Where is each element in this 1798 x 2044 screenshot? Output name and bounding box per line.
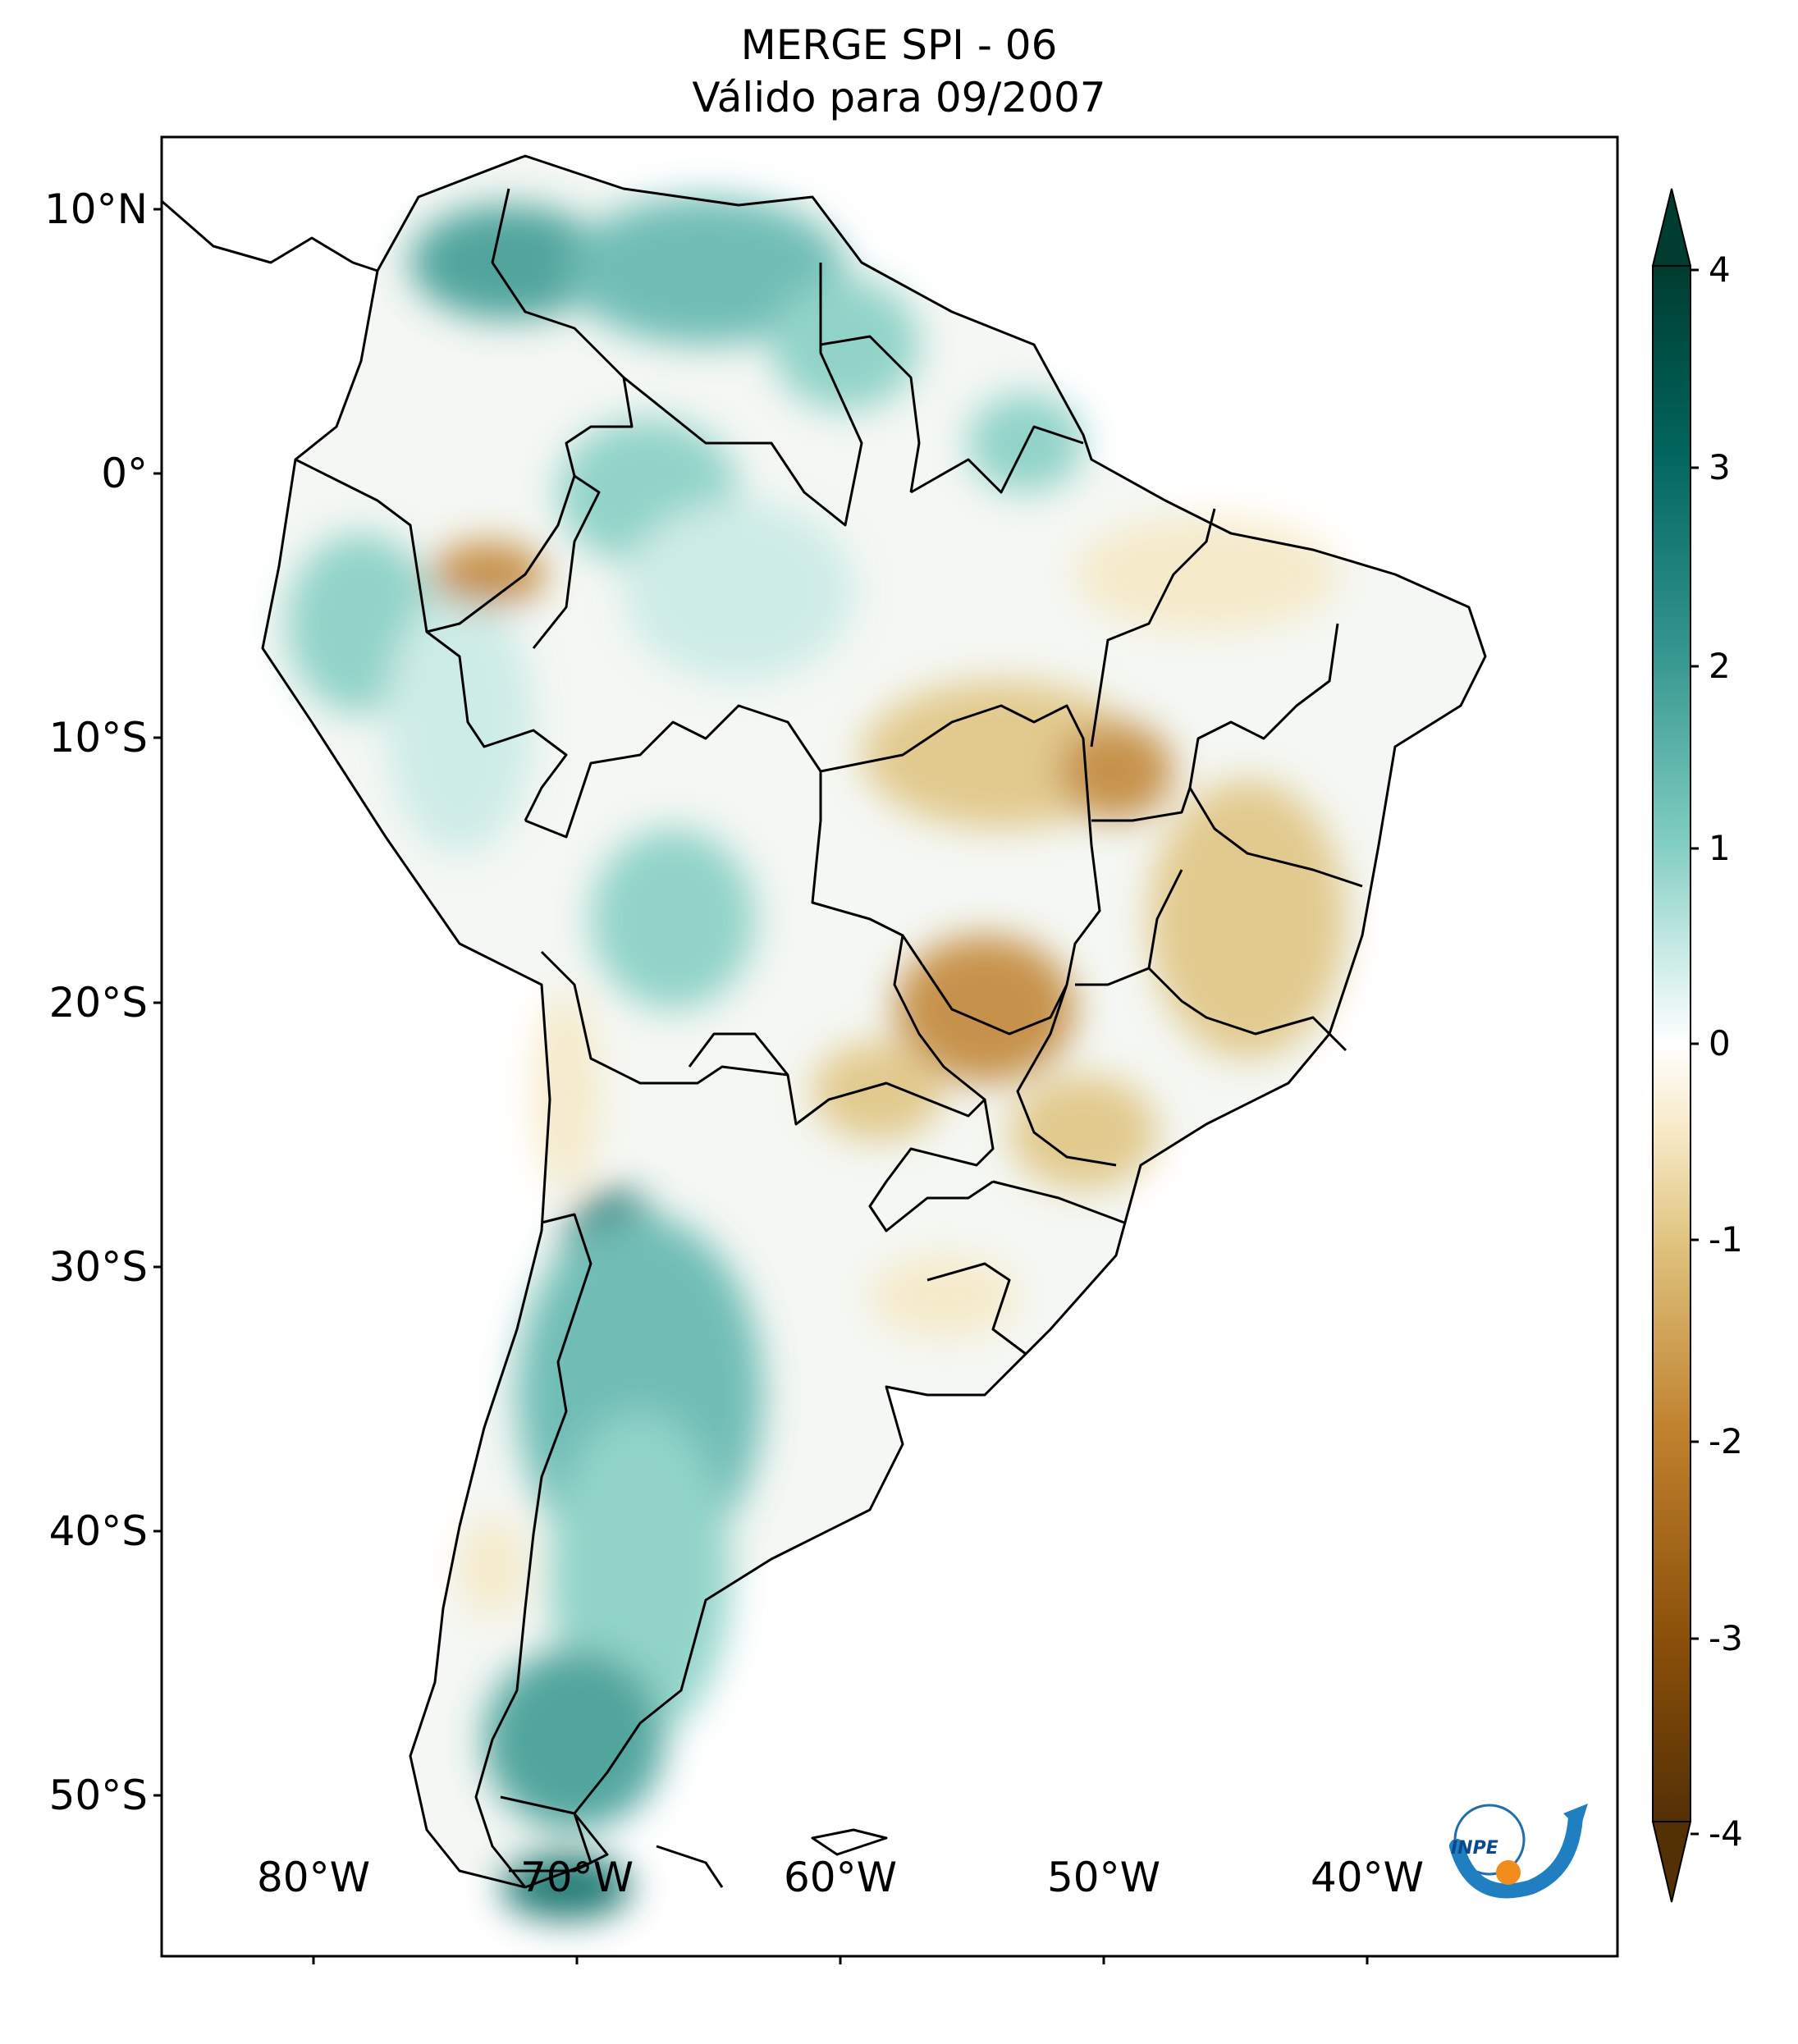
logo-text: INPE [1451, 1838, 1498, 1859]
lat-tick-label: 10°N [43, 185, 148, 233]
lon-tick-label: 40°W [1310, 1854, 1425, 1901]
colorbar-tick-label: -4 [1709, 1813, 1743, 1854]
spi-field [162, 154, 1487, 1920]
lon-tick-label: 50°W [1046, 1854, 1161, 1901]
map-title: MERGE SPI - 06 [740, 21, 1058, 69]
colorbar-tick-label: 1 [1709, 828, 1731, 868]
lon-tick-label: 70°W [519, 1854, 634, 1901]
map-frame [160, 135, 1619, 1958]
lat-tick-label: 50°S [48, 1772, 148, 1819]
lon-tick-label: 80°W [256, 1854, 371, 1901]
colorbar-tick-label: -3 [1709, 1618, 1743, 1658]
colorbar-tick-label: 2 [1709, 646, 1731, 686]
inpe-logo [1449, 1804, 1588, 1899]
lon-tick-label: 60°W [783, 1854, 898, 1901]
map-subtitle: Válido para 09/2007 [692, 74, 1106, 121]
country-borders [162, 154, 1487, 1889]
axis-ticks [153, 208, 1369, 1964]
lat-tick-label: 20°S [48, 979, 148, 1027]
colorbar-tick-label: 4 [1709, 249, 1731, 290]
colorbar-tick-label: 3 [1709, 447, 1731, 487]
colorbar-tick-label: -1 [1709, 1219, 1743, 1260]
lat-tick-label: 40°S [48, 1507, 148, 1555]
colorbar-tick-label: 0 [1709, 1023, 1731, 1063]
lat-tick-label: 10°S [48, 714, 148, 761]
lat-tick-label: 0° [101, 450, 148, 497]
colorbar-tick-label: -2 [1709, 1421, 1743, 1461]
colorbar [1651, 188, 1699, 1903]
lat-tick-label: 30°S [48, 1243, 148, 1291]
